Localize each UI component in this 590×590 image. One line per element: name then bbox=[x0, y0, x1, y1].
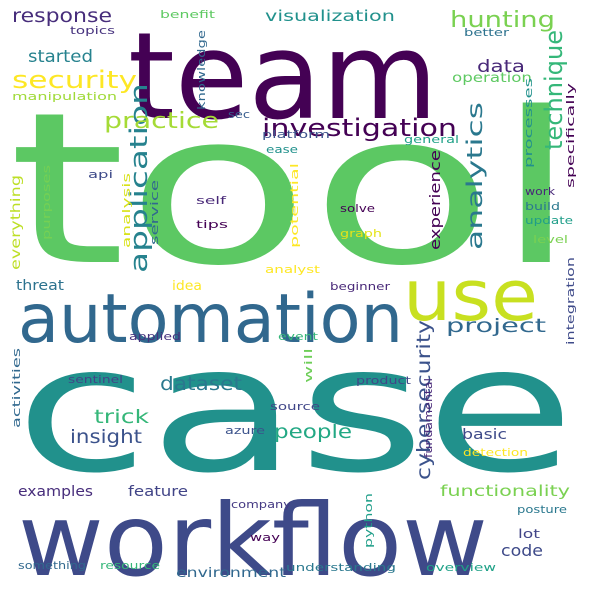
word-graph: graph bbox=[340, 227, 382, 240]
word-experience: experience bbox=[428, 150, 444, 250]
word-service: service bbox=[148, 180, 161, 245]
word-technique: technique bbox=[540, 30, 568, 150]
word-analytics: analytics bbox=[463, 102, 487, 250]
word-security: security bbox=[12, 66, 137, 94]
word-use: use bbox=[403, 255, 538, 337]
word-operation: operation bbox=[452, 71, 532, 86]
word-investigation: investigation bbox=[262, 114, 457, 142]
word-team: team bbox=[128, 8, 438, 147]
word-sec: sec bbox=[228, 108, 250, 121]
word-way: way bbox=[250, 531, 281, 544]
word-automation: automation bbox=[18, 280, 403, 359]
word-general: general bbox=[404, 133, 459, 146]
word-insight: insight bbox=[70, 426, 142, 448]
word-company: company bbox=[231, 498, 292, 511]
word-processes: processes bbox=[522, 78, 535, 168]
word-analysis: analysis bbox=[120, 173, 133, 248]
word-project: project bbox=[446, 315, 546, 337]
word-something: something bbox=[18, 559, 86, 572]
word-applied: applied bbox=[129, 330, 181, 343]
word-people: people bbox=[274, 421, 352, 443]
word-everything: everything bbox=[9, 175, 24, 270]
word-case: case bbox=[15, 309, 575, 512]
word-lot: lot bbox=[518, 527, 540, 541]
word-self: self bbox=[196, 194, 228, 207]
word-feature: feature bbox=[128, 484, 188, 500]
word-started: started bbox=[28, 47, 93, 67]
word-basic: basic bbox=[462, 427, 507, 443]
word-resource: resource bbox=[100, 559, 160, 572]
word-dataset: dataset bbox=[160, 373, 242, 395]
word-sentinel: sentinel bbox=[68, 373, 123, 386]
word-code: code bbox=[501, 541, 543, 560]
word-activities: activities bbox=[10, 348, 23, 428]
word-application: application bbox=[125, 83, 153, 273]
word-trick: trick bbox=[94, 406, 149, 428]
word-product: product bbox=[356, 374, 412, 387]
word-response: response bbox=[12, 5, 112, 27]
word-will: will bbox=[302, 348, 315, 383]
word-benefit: benefit bbox=[160, 8, 216, 21]
word-practice: practice bbox=[104, 109, 219, 134]
word-build: build bbox=[525, 200, 560, 213]
word-potential: potential bbox=[288, 163, 301, 248]
word-api: api bbox=[88, 168, 113, 181]
word-threat: threat bbox=[16, 278, 65, 294]
word-ease: ease bbox=[266, 143, 298, 156]
word-fundamental: fundamental bbox=[422, 378, 435, 458]
word-data: data bbox=[477, 57, 525, 77]
word-tool: tool bbox=[8, 67, 578, 312]
word-environment: environment bbox=[176, 566, 286, 581]
word-functionality: functionality bbox=[440, 482, 570, 500]
word-posture: posture bbox=[517, 503, 567, 516]
word-python: python bbox=[362, 493, 375, 548]
word-idea: idea bbox=[172, 279, 202, 294]
word-purposes: purposes bbox=[40, 165, 53, 240]
word-overview: overview bbox=[426, 561, 496, 574]
word-level: level bbox=[533, 233, 568, 246]
word-understanding: understanding bbox=[286, 561, 396, 574]
word-cybersecurity: cybersecurity bbox=[413, 320, 435, 480]
word-event: event bbox=[278, 330, 319, 343]
word-analyst: analyst bbox=[265, 263, 321, 276]
word-hunting: hunting bbox=[450, 8, 555, 33]
word-detection: detection bbox=[463, 446, 528, 459]
word-manipulation: manipulation bbox=[12, 90, 117, 103]
word-visualization: visualization bbox=[265, 7, 395, 25]
word-integration: integration bbox=[564, 257, 577, 345]
word-topics: topics bbox=[70, 24, 115, 37]
word-better: better bbox=[464, 26, 510, 39]
word-update: update bbox=[525, 214, 573, 227]
word-azure: azure bbox=[225, 424, 265, 437]
word-specifically: specifically bbox=[564, 82, 577, 188]
word-knowledge: knowledge bbox=[195, 30, 208, 110]
word-examples: examples bbox=[18, 484, 93, 500]
word-workflow: workflow bbox=[18, 482, 488, 590]
word-work: work bbox=[525, 185, 556, 198]
word-platform: platform bbox=[262, 128, 330, 141]
word-tips: tips bbox=[196, 218, 228, 231]
word-solve: solve bbox=[340, 202, 375, 215]
word-beginner: beginner bbox=[330, 280, 391, 293]
word-source: source bbox=[270, 400, 320, 413]
